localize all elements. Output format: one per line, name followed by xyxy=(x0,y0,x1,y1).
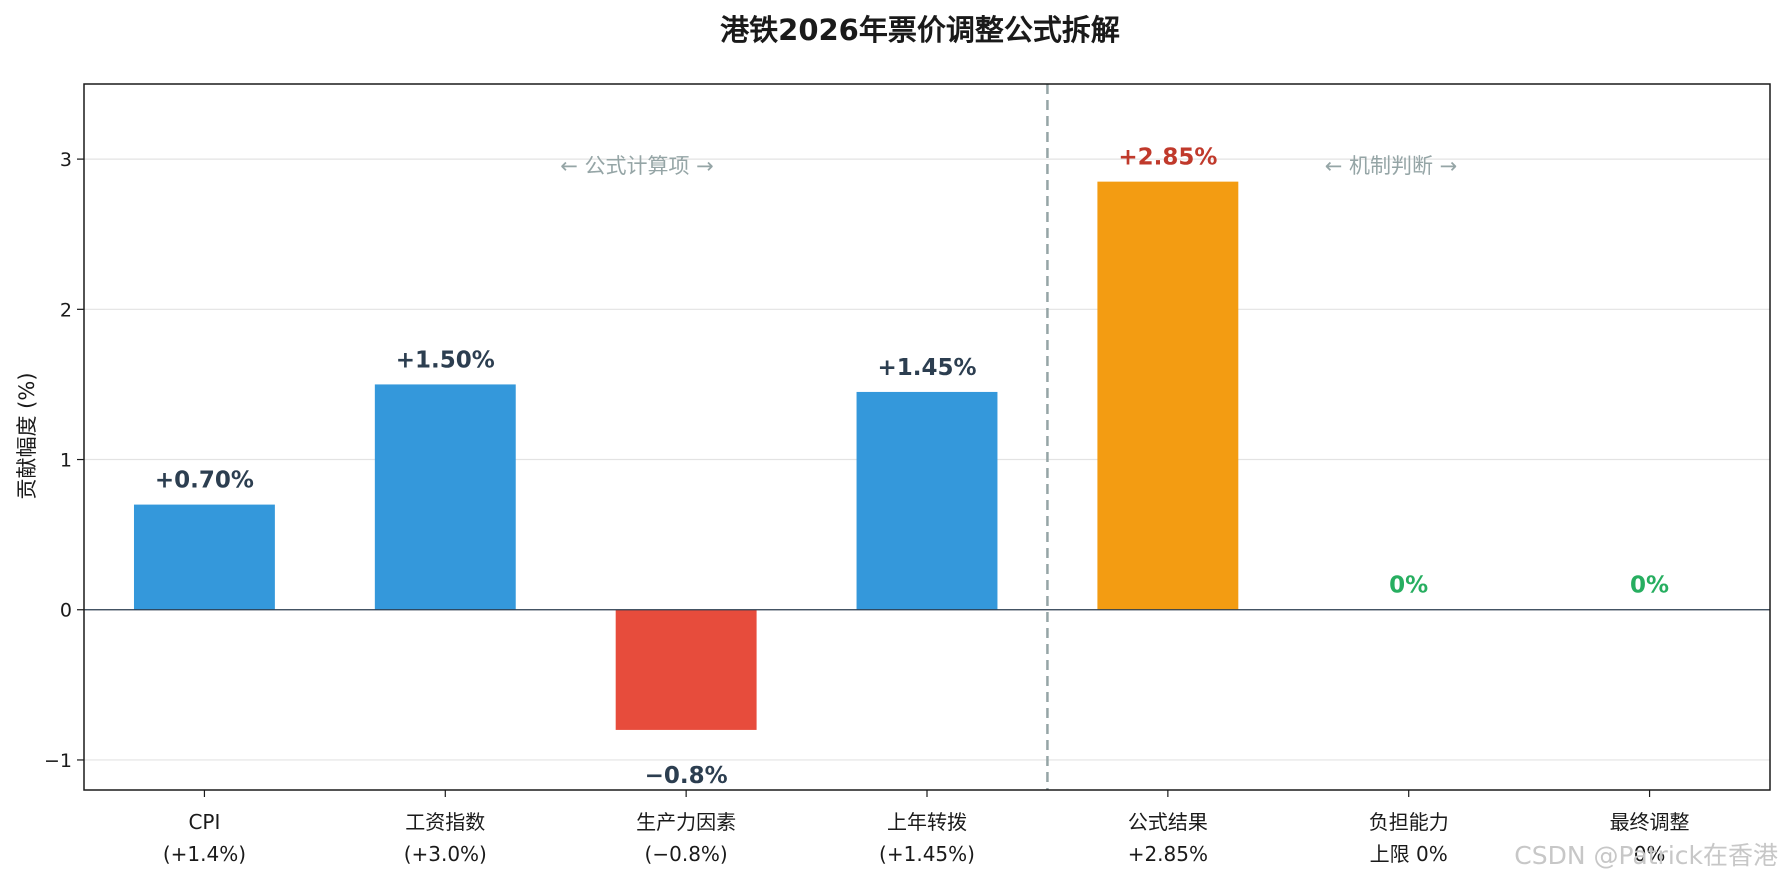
x-tick-sublabel: (−0.8%) xyxy=(645,842,728,866)
x-tick-label: 最终调整 xyxy=(1610,810,1690,834)
bar xyxy=(615,609,757,730)
watermark: CSDN @Patrick在香港 xyxy=(1514,841,1778,870)
y-tick-label: −1 xyxy=(44,750,72,772)
data-label: 0% xyxy=(1630,573,1669,599)
x-tick-sublabel: 上限 0% xyxy=(1370,842,1448,866)
y-tick-label: 1 xyxy=(60,450,72,472)
bar xyxy=(856,391,998,610)
data-label: −0.8% xyxy=(645,763,728,789)
x-tick-label: CPI xyxy=(188,810,220,834)
data-label: +0.70% xyxy=(155,468,254,494)
x-tick-label: 负担能力 xyxy=(1369,810,1449,834)
y-tick-label: 2 xyxy=(60,299,72,321)
x-tick-sublabel: +2.85% xyxy=(1128,842,1208,866)
region-label-formula: ← 公式计算项 → xyxy=(560,154,714,178)
y-tick-label: 3 xyxy=(60,149,72,171)
x-tick-label: 工资指数 xyxy=(405,810,485,834)
data-label: 0% xyxy=(1389,573,1428,599)
bar xyxy=(374,384,516,610)
x-tick-sublabel: 0% xyxy=(1634,842,1666,866)
bars xyxy=(133,181,1239,730)
y-axis-label: 贡献幅度 (%) xyxy=(15,372,39,499)
labels: +0.70% +1.50% −0.8% +1.45% +2.85% 0% 0% xyxy=(155,145,1669,789)
region-label-mechanism: ← 机制判断 → xyxy=(1325,154,1458,178)
bar xyxy=(1097,181,1239,610)
x-tick-sublabel: (+3.0%) xyxy=(404,842,487,866)
x-tick-sublabel: (+1.45%) xyxy=(879,842,975,866)
data-label: +2.85% xyxy=(1118,145,1217,171)
x-tick-label: 上年转拨 xyxy=(887,810,967,834)
x-tick-label: 公式结果 xyxy=(1128,810,1208,834)
x-tick-label: 生产力因素 xyxy=(636,810,736,834)
data-label: +1.50% xyxy=(396,347,495,373)
x-tick-sublabel: (+1.4%) xyxy=(163,842,246,866)
chart-title: 港铁2026年票价调整公式拆解 xyxy=(720,13,1120,47)
bar xyxy=(133,504,275,610)
data-label: +1.45% xyxy=(877,355,976,381)
y-tick-label: 0 xyxy=(60,600,72,622)
axes: −1 0 1 2 3 CPI (+1.4%) 工资指数 (+3.0%) 生产力因素 (−0.8%) 上… xyxy=(44,83,1771,866)
